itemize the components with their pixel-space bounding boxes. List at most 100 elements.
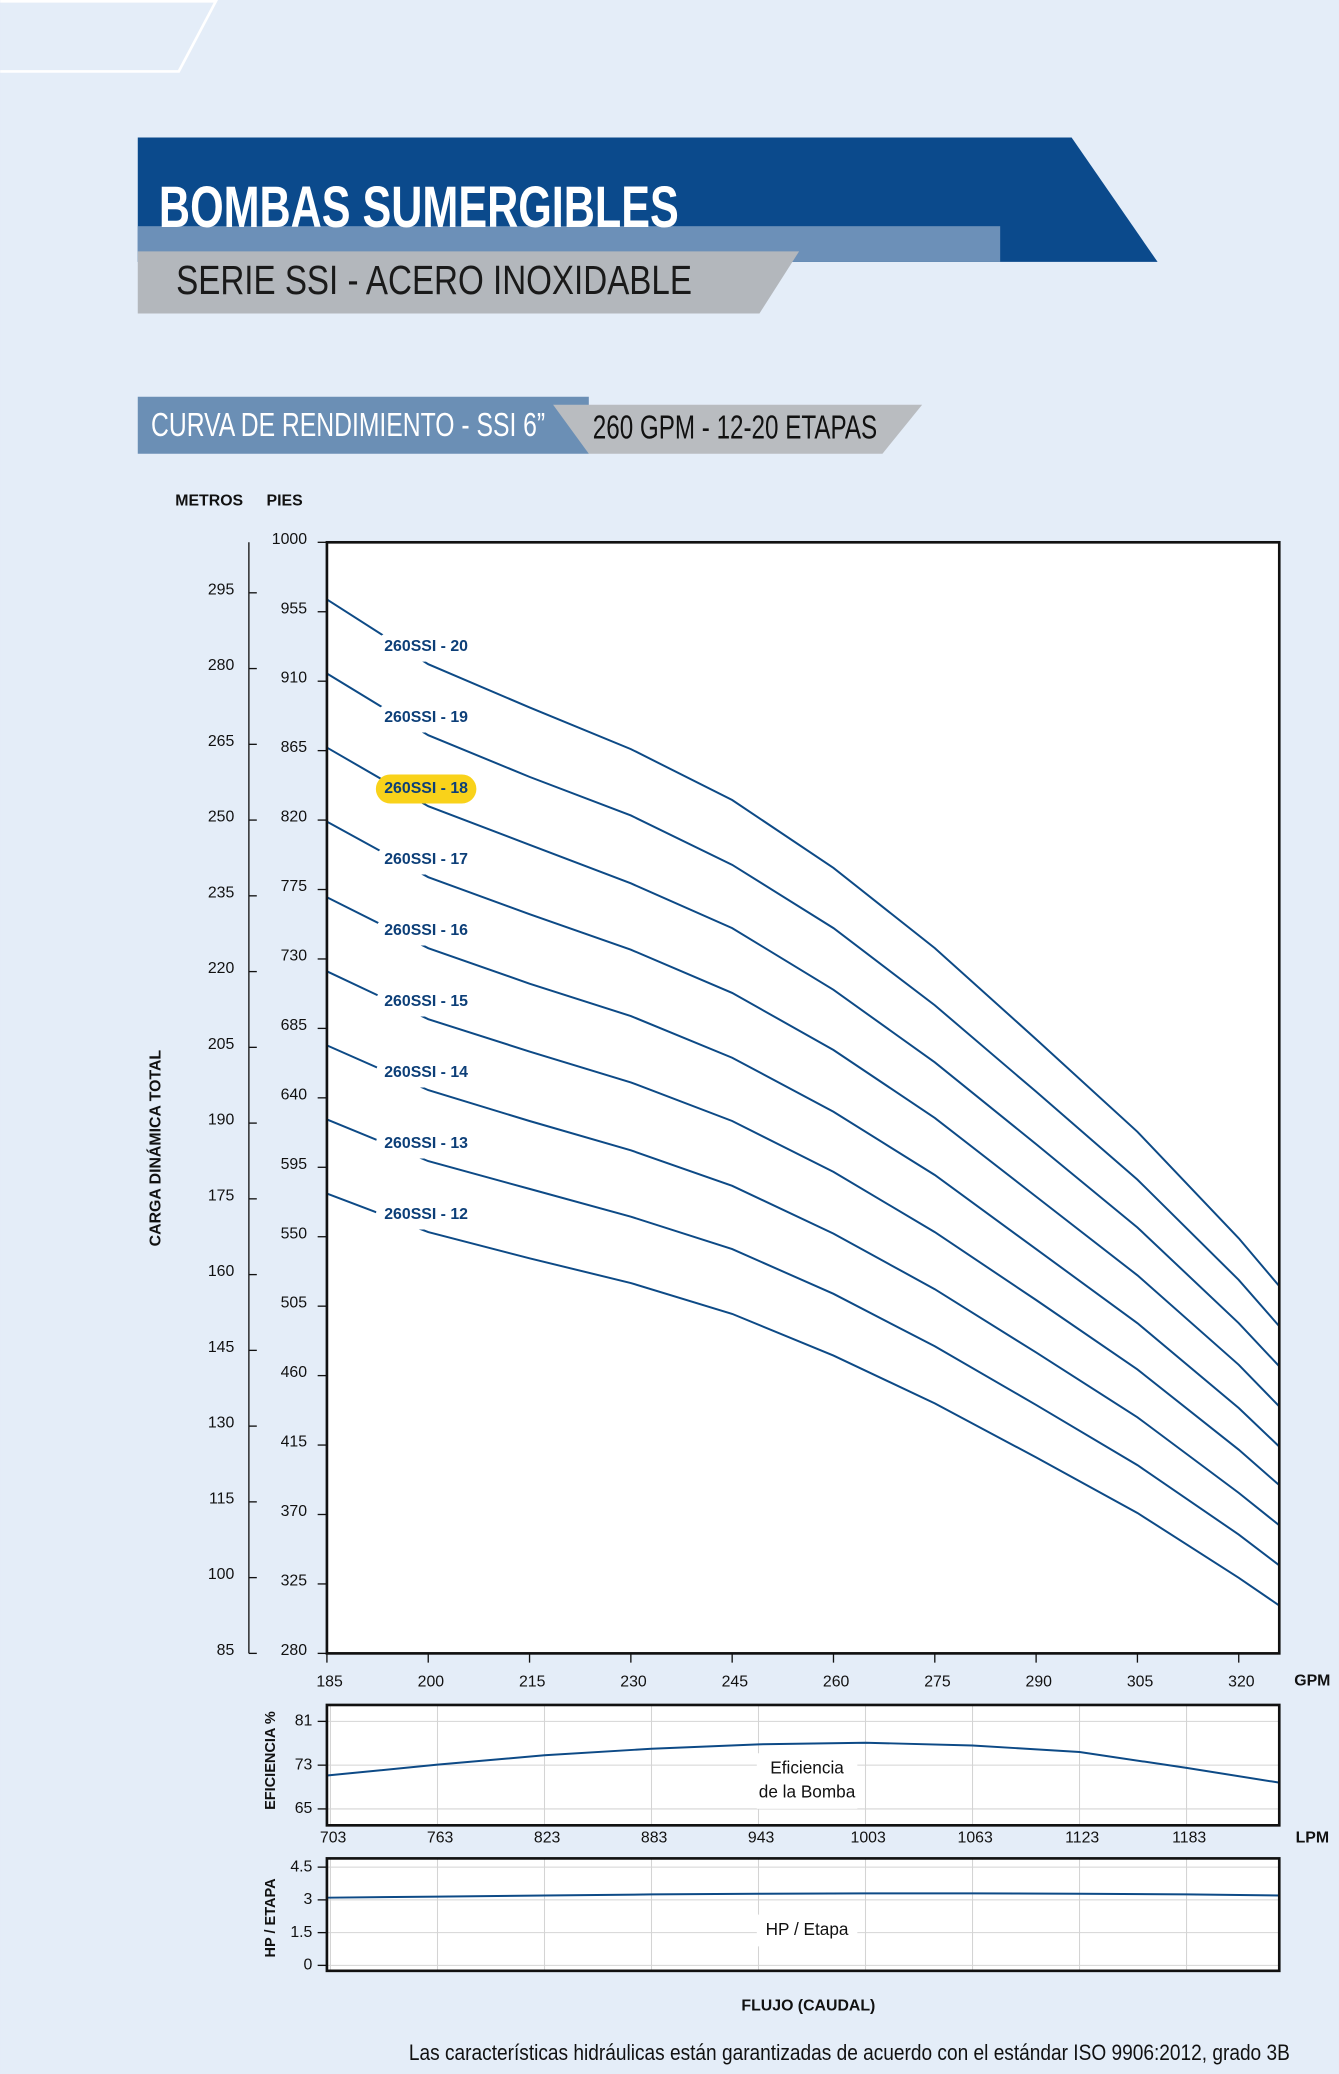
x-tick-label: 260: [823, 1674, 850, 1691]
curve: [326, 746, 1280, 1368]
x-tick-label: 215: [519, 1674, 546, 1691]
series-label: 260SSI - 14: [384, 1064, 468, 1081]
y-axis-label: CARGA DINÁMICA TOTAL: [145, 1050, 164, 1247]
x-tick-label: 1183: [1172, 1830, 1206, 1847]
curve: [326, 1118, 1280, 1567]
subtitle: SERIE SSI - ACERO INOXIDABLE: [176, 257, 692, 303]
y2-tick-label: 220: [208, 960, 235, 977]
y2-tick-label: 115: [209, 1490, 234, 1507]
series-label: 260SSI - 16: [384, 922, 468, 939]
label-bg: [375, 1058, 477, 1088]
x-unit: LPM: [1296, 1830, 1329, 1847]
x-tick-label: 245: [722, 1674, 749, 1691]
curve: [326, 598, 1281, 1287]
y-tick-label: 73: [295, 1756, 313, 1773]
plot-area: [326, 542, 1280, 1654]
x-tick-label: 230: [620, 1674, 647, 1691]
y2-tick-label: 100: [208, 1566, 235, 1583]
plot-frame: [325, 1857, 1281, 1973]
y-tick-label: 1.5: [290, 1924, 312, 1941]
series-label: 260SSI - 18: [384, 780, 468, 797]
y-tick-label: 505: [281, 1295, 308, 1312]
y2-tick-label: 145: [208, 1339, 235, 1356]
y-tick-label: 550: [281, 1225, 308, 1242]
title: BOMBAS SUMERGIBLES: [159, 175, 679, 240]
label-bg: [375, 1200, 477, 1230]
y2-tick-label: 205: [208, 1036, 235, 1053]
y-tick-label: 370: [281, 1503, 308, 1520]
annotation: HP / Etapa: [766, 1919, 849, 1939]
x-tick-label: 185: [316, 1674, 343, 1691]
y2-axis-title: METROS: [175, 492, 243, 509]
y2-tick-label: 250: [208, 809, 235, 826]
y-tick-label: 415: [281, 1434, 308, 1451]
x-tick-label: 1123: [1065, 1830, 1099, 1847]
annotation-bg: [756, 1753, 858, 1809]
hp-axis-title: HP / ETAPA: [263, 1878, 279, 1958]
y-tick-label: 955: [281, 600, 308, 617]
x-tick-label: 823: [534, 1830, 561, 1847]
subtitle-banner: [137, 251, 800, 314]
y-tick-label: 820: [281, 809, 308, 826]
y-tick-label: 3: [304, 1891, 313, 1908]
annotation-bg: [756, 1914, 858, 1947]
y-tick-label: 280: [281, 1642, 308, 1659]
y2-tick-label: 175: [208, 1187, 235, 1204]
series-label: 260SSI - 19: [384, 709, 468, 726]
y-tick-label: 0: [304, 1957, 313, 1974]
x-tick-label: 275: [924, 1674, 951, 1691]
label-bg: [375, 703, 477, 733]
section-title: CURVA DE RENDIMIENTO - SSI 6”: [151, 407, 545, 444]
x-tick-label: 943: [748, 1830, 775, 1847]
efficiency-axis-title: EFICIENCIA %: [263, 1711, 279, 1810]
series-label: 260SSI - 12: [384, 1206, 468, 1223]
label-bg: [375, 845, 477, 875]
series-label: 260SSI - 17: [384, 851, 468, 868]
y-tick-label: 775: [281, 878, 308, 895]
y2-tick-label: 190: [208, 1112, 235, 1129]
curve: [326, 1044, 1280, 1527]
x-tick-label: 200: [418, 1674, 445, 1691]
curve: [326, 672, 1281, 1327]
curve: [326, 1892, 1280, 1899]
plot-frame: [325, 540, 1281, 1655]
y2-tick-label: 85: [217, 1642, 235, 1659]
y2-tick-label: 235: [208, 884, 235, 901]
y-tick-label: 325: [281, 1572, 308, 1589]
curve: [326, 820, 1280, 1408]
series-label: 260SSI - 15: [384, 993, 468, 1010]
label-bg: [375, 987, 477, 1017]
annotation: de la Bomba: [759, 1781, 856, 1801]
y-tick-label: 460: [281, 1364, 308, 1381]
section-detail-banner: [553, 404, 923, 454]
y-tick-label: 4.5: [290, 1858, 312, 1875]
y-tick-label: 640: [281, 1086, 308, 1103]
x-tick-label: 1003: [851, 1830, 886, 1847]
y-tick-label: 1000: [272, 531, 307, 548]
x-tick-label: 320: [1228, 1674, 1255, 1691]
y-axis-title: PIES: [267, 492, 303, 509]
y2-tick-label: 295: [208, 581, 235, 598]
y-tick-label: 685: [281, 1017, 308, 1034]
annotation: Eficiencia: [770, 1758, 844, 1778]
y-tick-label: 65: [295, 1800, 313, 1817]
x-tick-label: 883: [641, 1830, 668, 1847]
section-banner: [137, 396, 589, 454]
plot-frame: [325, 1703, 1281, 1827]
footer-note: Las características hidráulicas están ga…: [409, 2040, 1290, 2065]
curve: [326, 1192, 1280, 1607]
x-tick-label: 305: [1127, 1674, 1154, 1691]
x-tick-label: 290: [1026, 1674, 1053, 1691]
x-tick-label: 763: [427, 1830, 454, 1847]
highlight: [375, 774, 477, 804]
label-bg: [375, 632, 477, 662]
x-axis-title: FLUJO (CAUDAL): [741, 1998, 875, 2015]
y-tick-label: 730: [281, 948, 308, 965]
y-tick-label: 81: [295, 1713, 313, 1730]
y2-tick-label: 130: [208, 1415, 235, 1432]
label-bg: [375, 1129, 477, 1159]
section-detail: 260 GPM - 12-20 ETAPAS: [593, 410, 877, 447]
curve: [326, 970, 1280, 1486]
